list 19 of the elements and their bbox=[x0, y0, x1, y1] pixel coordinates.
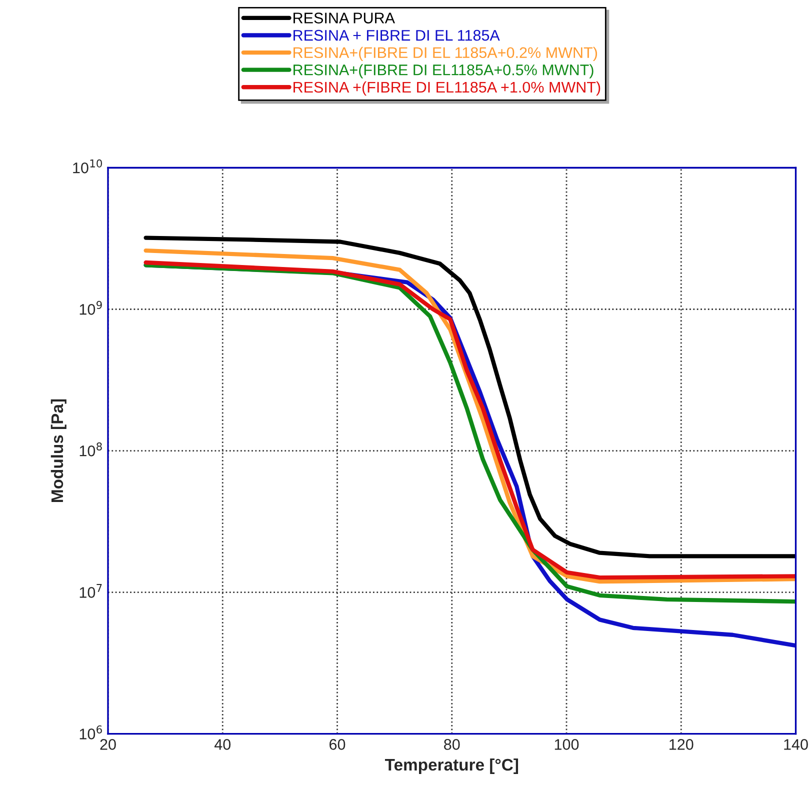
legend-label: RESINA+(FIBRE DI EL 1185A+0.2% MWNT) bbox=[294, 46, 597, 62]
x-tick-label: 140 bbox=[784, 739, 808, 750]
legend-label: RESINA +(FIBRE DI EL1185A +1.0% MWNT) bbox=[294, 81, 600, 96]
y-tick-label: 10$^{6}$ bbox=[80, 725, 102, 740]
x-tick-label: 60 bbox=[330, 739, 346, 750]
x-tick-label: 100 bbox=[554, 739, 579, 750]
y-tick-label: 10$^{9}$ bbox=[80, 300, 102, 315]
legend-label: RESINA+(FIBRE DI EL1185A+0.5% MWNT) bbox=[294, 64, 594, 78]
x-axis-title: Temperature [°C] bbox=[384, 758, 518, 774]
x-tick-label: 40 bbox=[214, 739, 231, 750]
legend-label: RESINA + FIBRE DI EL 1185A bbox=[294, 30, 500, 41]
y-tick-label: 10$^{10}$ bbox=[73, 159, 102, 174]
y-axis-title: Modulus [Pa] bbox=[50, 399, 66, 502]
x-tick-label: 120 bbox=[670, 739, 694, 750]
x-tick-label: 20 bbox=[100, 739, 116, 750]
y-tick-label: 10$^{7}$ bbox=[80, 584, 102, 598]
y-tick-label: 10$^{8}$ bbox=[80, 442, 102, 456]
legend-label: RESINA PURA bbox=[294, 12, 395, 24]
x-tick-label: 80 bbox=[444, 739, 460, 750]
